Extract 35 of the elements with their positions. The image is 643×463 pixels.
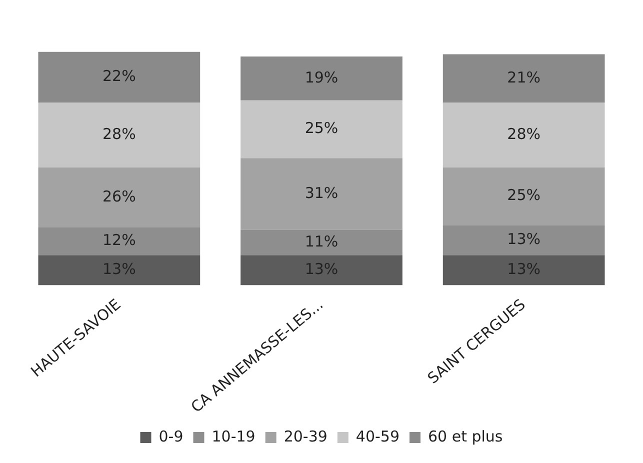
bar [38,227,200,256]
bar [240,56,402,100]
bar [442,54,605,103]
bar [442,225,605,256]
bar [442,102,605,168]
bar [240,100,402,158]
data-label: 25% [304,119,338,138]
data-label: 11% [304,232,338,250]
bar [38,167,200,228]
data-label: 13% [102,260,136,278]
data-label: 12% [102,231,136,250]
legend-label: 60 et plus [428,427,503,446]
bar [240,158,402,230]
bar [38,255,200,286]
data-label: 26% [102,187,136,206]
legend-label: 10-19 [212,427,256,446]
legend-label: 20-39 [284,427,328,446]
bar [442,167,605,226]
bar [240,230,402,256]
data-label: 13% [507,260,541,278]
legend-label: 0-9 [158,427,184,446]
data-label: 28% [507,124,541,143]
data-label: 13% [507,230,541,248]
data-label: 25% [507,186,541,204]
bar [240,255,402,286]
data-label: 19% [304,68,338,86]
bar [38,102,200,168]
bar [442,255,605,286]
data-label: 13% [304,260,338,278]
data-label: 22% [102,67,136,86]
data-label: 21% [507,68,541,86]
legend-label: 40-59 [356,427,400,446]
data-label: 31% [304,184,338,202]
data-label: 28% [102,124,136,143]
bar [38,52,200,103]
